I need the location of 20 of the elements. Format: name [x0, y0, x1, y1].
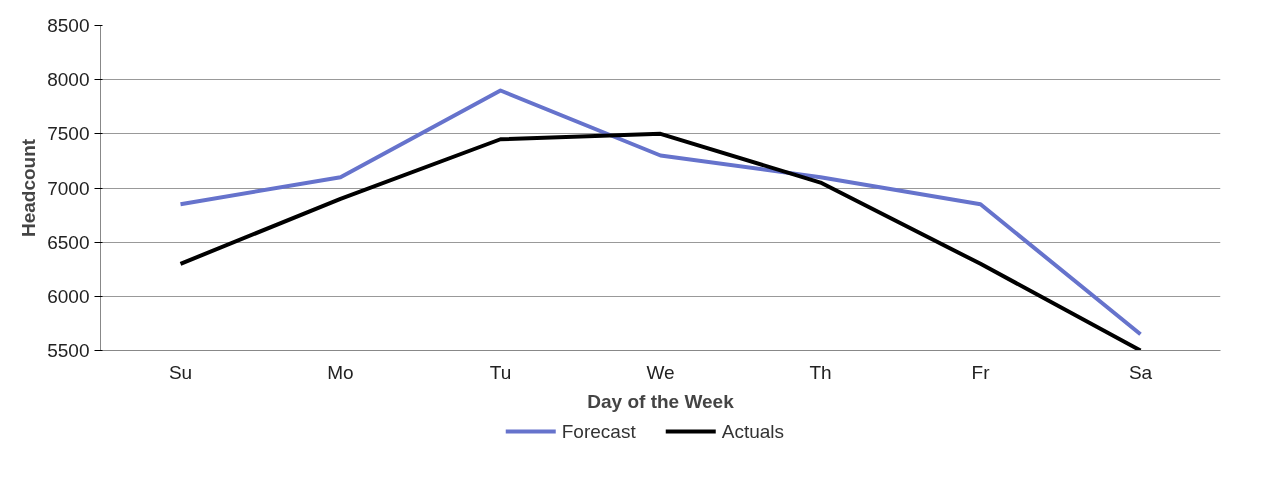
- line-series: [178, 131, 1143, 351]
- x-axis-title: Day of the Week: [587, 390, 735, 412]
- y-tick-label: 5500: [47, 340, 90, 361]
- y-tick-label: 6000: [47, 285, 90, 307]
- x-tick-label: We: [646, 361, 675, 383]
- y-tick-label: 8500: [47, 15, 90, 36]
- x-tick-label: Fr: [971, 361, 991, 383]
- y-tick-label: 6500: [47, 231, 90, 253]
- y-tick-label: 7000: [47, 177, 90, 199]
- x-tick-label: Su: [168, 361, 193, 383]
- x-tick-label: Th: [809, 361, 832, 383]
- x-tick-label: Mo: [327, 361, 354, 383]
- y-tick-label: 8000: [47, 69, 90, 91]
- y-axis-title: Headcount: [18, 138, 40, 238]
- y-tick-label: 7500: [47, 123, 90, 145]
- legend-label: Actuals: [721, 421, 785, 442]
- x-tick-label: Sa: [1128, 361, 1153, 383]
- x-tick-label: Tu: [489, 361, 512, 383]
- legend-label: Forecast: [561, 421, 637, 442]
- line-series: [178, 88, 1143, 337]
